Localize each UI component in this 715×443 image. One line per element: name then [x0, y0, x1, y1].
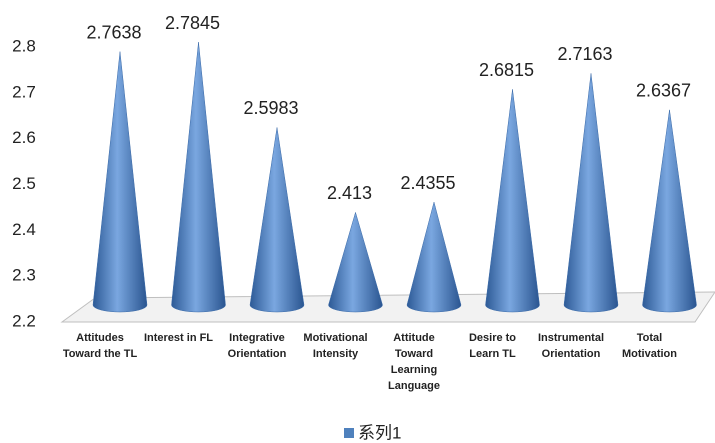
- data-label: 2.7638: [86, 22, 141, 42]
- x-tick-label: Attitude Toward Learning Language: [388, 332, 440, 392]
- x-tick-label: Instrumental Orientation: [537, 332, 604, 360]
- data-label: 2.6367: [636, 81, 691, 101]
- x-tick-label: Integrative Orientation: [227, 332, 287, 360]
- y-tick-label: 2.7: [12, 82, 36, 101]
- data-label: 2.413: [327, 183, 372, 203]
- y-tick-label: 2.4: [12, 220, 36, 239]
- cone: [485, 89, 540, 313]
- data-label: 2.7163: [557, 44, 612, 64]
- cone: [249, 127, 305, 313]
- x-tick-label: Interest in FL: [143, 332, 214, 344]
- y-tick-label: 2.3: [12, 266, 36, 285]
- cone: [328, 211, 383, 313]
- data-label: 2.4355: [400, 173, 455, 193]
- y-tick-label: 2.2: [12, 311, 36, 330]
- data-label: 2.5983: [243, 98, 298, 118]
- data-label: 2.6815: [479, 60, 534, 80]
- legend-label: 系列1: [358, 423, 401, 442]
- x-tick-label: Attitudes Toward the TL: [62, 332, 138, 360]
- cone: [642, 109, 697, 313]
- x-tick-label: Desire to Learn TL: [468, 332, 517, 360]
- cone: [171, 42, 226, 313]
- legend-swatch: [344, 428, 354, 438]
- y-tick-label: 2.8: [12, 36, 36, 55]
- floor: [60, 291, 715, 323]
- cone: [563, 73, 619, 313]
- x-tick-label: Total Motivation: [622, 332, 677, 360]
- y-tick-label: 2.5: [12, 174, 36, 193]
- cone: [406, 201, 462, 313]
- x-tick-label: Motivational Intensity: [303, 332, 368, 360]
- y-tick-label: 2.6: [12, 128, 36, 147]
- data-label: 2.7845: [165, 13, 220, 33]
- cone: [92, 51, 148, 313]
